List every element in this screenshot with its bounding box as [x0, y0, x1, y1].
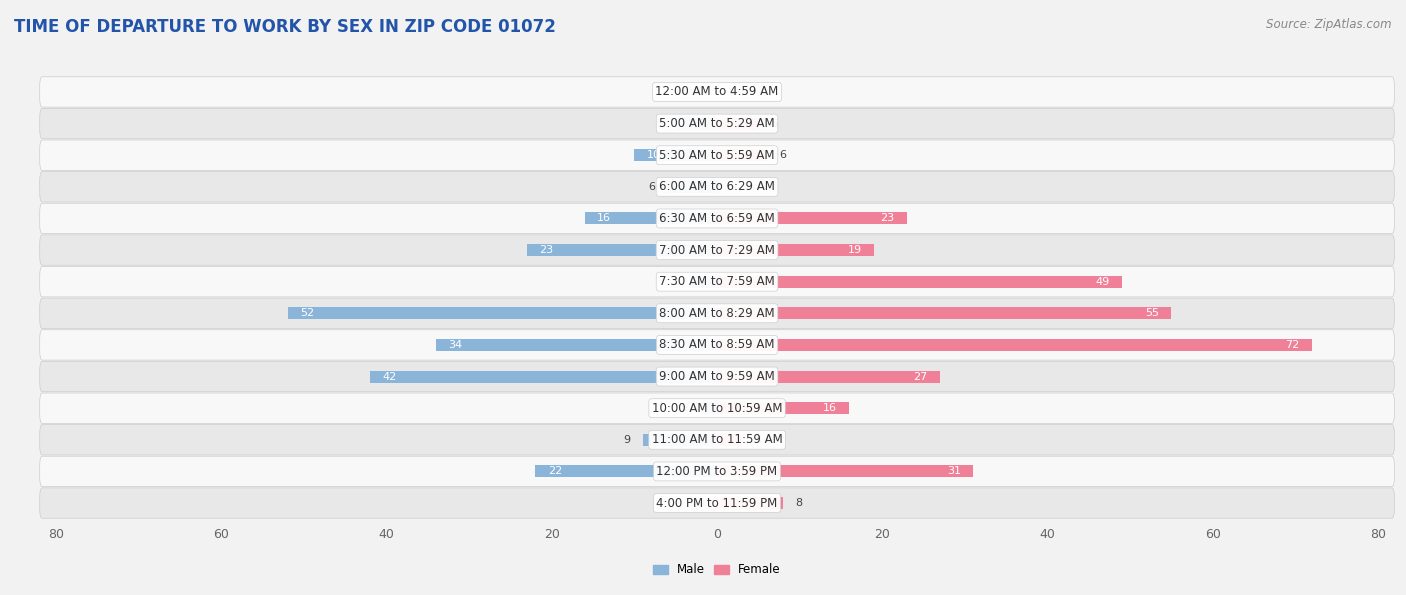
Bar: [700, 402, 717, 414]
Text: 49: 49: [1095, 277, 1109, 287]
Text: 27: 27: [914, 371, 928, 381]
Text: 10: 10: [647, 150, 661, 160]
Text: 9: 9: [623, 435, 630, 445]
Bar: [717, 118, 758, 130]
FancyBboxPatch shape: [39, 267, 1395, 297]
Text: 3: 3: [754, 435, 761, 445]
Text: 12:00 PM to 3:59 PM: 12:00 PM to 3:59 PM: [657, 465, 778, 478]
Bar: [717, 275, 1122, 288]
Bar: [634, 149, 717, 161]
Bar: [717, 244, 875, 256]
Bar: [287, 307, 717, 320]
Text: 8:00 AM to 8:29 AM: 8:00 AM to 8:29 AM: [659, 307, 775, 320]
Text: 4:00 PM to 11:59 PM: 4:00 PM to 11:59 PM: [657, 497, 778, 509]
Bar: [370, 371, 717, 383]
Text: 55: 55: [1144, 308, 1159, 318]
Text: 5:30 AM to 5:59 AM: 5:30 AM to 5:59 AM: [659, 149, 775, 162]
Text: 7:30 AM to 7:59 AM: 7:30 AM to 7:59 AM: [659, 275, 775, 288]
Bar: [536, 465, 717, 477]
Text: 0: 0: [730, 182, 737, 192]
Text: 31: 31: [946, 466, 960, 477]
FancyBboxPatch shape: [39, 488, 1395, 518]
Text: 0: 0: [730, 87, 737, 97]
Bar: [676, 118, 717, 130]
Text: 22: 22: [548, 466, 562, 477]
Text: 42: 42: [382, 371, 396, 381]
Text: 8:30 AM to 8:59 AM: 8:30 AM to 8:59 AM: [659, 339, 775, 352]
Text: 11:00 AM to 11:59 AM: 11:00 AM to 11:59 AM: [652, 433, 782, 446]
Text: 0: 0: [697, 498, 704, 508]
Text: 23: 23: [880, 214, 894, 224]
Bar: [717, 402, 849, 414]
Text: 6:00 AM to 6:29 AM: 6:00 AM to 6:29 AM: [659, 180, 775, 193]
FancyBboxPatch shape: [39, 235, 1395, 265]
Bar: [643, 434, 717, 446]
FancyBboxPatch shape: [39, 425, 1395, 455]
Bar: [717, 339, 1312, 351]
Text: 52: 52: [299, 308, 314, 318]
Text: 7:00 AM to 7:29 AM: 7:00 AM to 7:29 AM: [659, 243, 775, 256]
Text: 10:00 AM to 10:59 AM: 10:00 AM to 10:59 AM: [652, 402, 782, 415]
Bar: [717, 307, 1171, 320]
FancyBboxPatch shape: [39, 330, 1395, 360]
Text: 6:30 AM to 6:59 AM: 6:30 AM to 6:59 AM: [659, 212, 775, 225]
FancyBboxPatch shape: [39, 456, 1395, 487]
Bar: [585, 212, 717, 224]
Bar: [527, 244, 717, 256]
Bar: [668, 181, 717, 193]
Text: 16: 16: [598, 214, 612, 224]
Text: 6: 6: [648, 182, 655, 192]
Bar: [717, 149, 766, 161]
Bar: [717, 465, 973, 477]
Text: Source: ZipAtlas.com: Source: ZipAtlas.com: [1267, 18, 1392, 31]
FancyBboxPatch shape: [39, 171, 1395, 202]
Text: 9:00 AM to 9:59 AM: 9:00 AM to 9:59 AM: [659, 370, 775, 383]
Text: 16: 16: [823, 403, 837, 413]
FancyBboxPatch shape: [39, 203, 1395, 234]
Text: 2: 2: [681, 403, 688, 413]
Bar: [717, 434, 742, 446]
Legend: Male, Female: Male, Female: [648, 559, 786, 581]
Text: TIME OF DEPARTURE TO WORK BY SEX IN ZIP CODE 01072: TIME OF DEPARTURE TO WORK BY SEX IN ZIP …: [14, 18, 555, 36]
Text: 3: 3: [673, 277, 681, 287]
Bar: [717, 371, 941, 383]
FancyBboxPatch shape: [39, 298, 1395, 328]
Text: 6: 6: [779, 150, 786, 160]
Text: 5:00 AM to 5:29 AM: 5:00 AM to 5:29 AM: [659, 117, 775, 130]
Text: 12:00 AM to 4:59 AM: 12:00 AM to 4:59 AM: [655, 86, 779, 98]
Text: 5: 5: [770, 118, 778, 129]
Bar: [717, 497, 783, 509]
Bar: [692, 275, 717, 288]
Text: 34: 34: [449, 340, 463, 350]
Text: 23: 23: [540, 245, 554, 255]
Bar: [717, 212, 907, 224]
FancyBboxPatch shape: [39, 361, 1395, 392]
Bar: [436, 339, 717, 351]
Text: 0: 0: [697, 87, 704, 97]
FancyBboxPatch shape: [39, 140, 1395, 170]
FancyBboxPatch shape: [39, 393, 1395, 424]
Text: 5: 5: [657, 118, 664, 129]
Text: 72: 72: [1285, 340, 1299, 350]
Text: 8: 8: [796, 498, 803, 508]
FancyBboxPatch shape: [39, 77, 1395, 107]
Text: 19: 19: [848, 245, 862, 255]
FancyBboxPatch shape: [39, 108, 1395, 139]
